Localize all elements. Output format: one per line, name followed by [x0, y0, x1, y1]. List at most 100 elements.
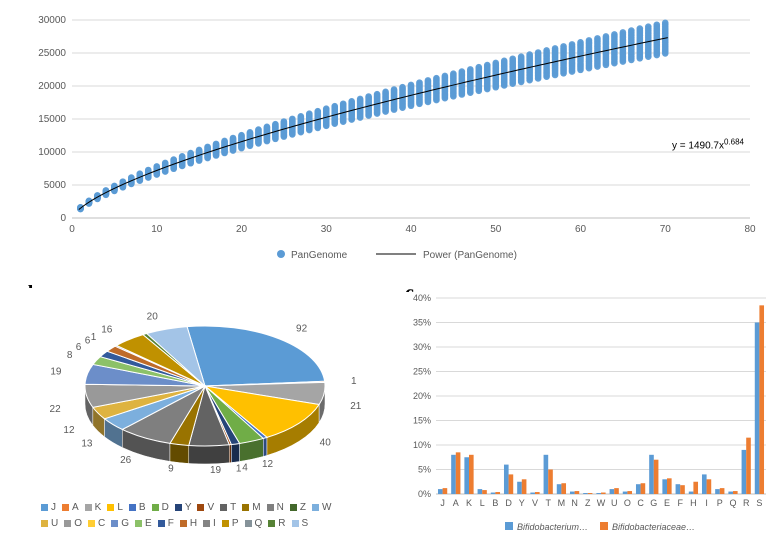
pie-legend-label: F: [168, 518, 174, 529]
svg-text:10: 10: [151, 224, 163, 235]
svg-text:13: 13: [81, 439, 93, 450]
svg-text:T: T: [545, 498, 551, 508]
svg-text:O: O: [624, 498, 631, 508]
pie-legend-label: Y: [185, 502, 192, 513]
svg-text:20000: 20000: [38, 81, 66, 92]
svg-text:5000: 5000: [44, 180, 67, 191]
svg-text:5%: 5%: [418, 465, 431, 475]
pie-legend-label: H: [190, 518, 197, 529]
svg-text:1: 1: [91, 332, 97, 343]
pie-legend-label: N: [277, 502, 284, 513]
svg-text:A: A: [453, 498, 459, 508]
svg-text:F: F: [677, 498, 683, 508]
pie-legend-label: M: [252, 502, 260, 513]
svg-text:D: D: [505, 498, 512, 508]
svg-text:40: 40: [320, 437, 332, 448]
svg-text:12: 12: [262, 459, 274, 470]
svg-text:16: 16: [101, 324, 113, 335]
svg-text:12: 12: [63, 425, 75, 436]
svg-text:0%: 0%: [418, 489, 431, 499]
svg-text:W: W: [597, 498, 606, 508]
svg-text:Bifidobacteriaceae…: Bifidobacteriaceae…: [612, 522, 695, 532]
svg-text:60: 60: [575, 224, 587, 235]
svg-text:15%: 15%: [413, 416, 431, 426]
svg-text:10000: 10000: [38, 147, 66, 158]
pie-legend-label: S: [302, 518, 309, 529]
pie-legend-label: R: [278, 518, 285, 529]
svg-text:1: 1: [351, 376, 357, 387]
svg-text:Power (PanGenome): Power (PanGenome): [423, 250, 517, 261]
svg-text:U: U: [611, 498, 618, 508]
svg-text:20: 20: [147, 312, 159, 323]
pie-legend-label: I: [213, 518, 216, 529]
svg-text:V: V: [532, 498, 538, 508]
svg-text:C: C: [637, 498, 644, 508]
svg-text:40%: 40%: [413, 293, 431, 303]
svg-text:70: 70: [660, 224, 672, 235]
svg-text:J: J: [440, 498, 445, 508]
svg-text:25000: 25000: [38, 48, 66, 59]
svg-text:20%: 20%: [413, 391, 431, 401]
svg-text:50: 50: [490, 224, 502, 235]
svg-text:30000: 30000: [38, 15, 66, 26]
svg-text:15000: 15000: [38, 114, 66, 125]
pie-legend-label: J: [51, 502, 56, 513]
pie-legend-label: U: [51, 518, 58, 529]
svg-text:K: K: [466, 498, 472, 508]
svg-text:H: H: [690, 498, 697, 508]
svg-text:Bifidobacterium…: Bifidobacterium…: [517, 522, 588, 532]
svg-text:E: E: [664, 498, 670, 508]
svg-text:80: 80: [744, 224, 756, 235]
svg-text:25%: 25%: [413, 367, 431, 377]
svg-text:I: I: [705, 498, 708, 508]
svg-text:y = 1490.7x0.684: y = 1490.7x0.684: [672, 137, 745, 152]
svg-text:P: P: [717, 498, 723, 508]
svg-text:Y: Y: [519, 498, 525, 508]
svg-text:M: M: [558, 498, 566, 508]
cog-pie-chart: 92121401241199261312221986611620: [15, 288, 375, 503]
svg-text:40: 40: [405, 224, 417, 235]
svg-text:26: 26: [120, 455, 132, 466]
pie-legend: JAKLBDYVTMNZWUOCGEFHIPQRS: [35, 500, 365, 532]
svg-text:9: 9: [168, 463, 174, 474]
svg-text:R: R: [743, 498, 750, 508]
pie-legend-label: Q: [255, 518, 263, 529]
pie-legend-label: L: [117, 502, 123, 513]
svg-text:G: G: [650, 498, 657, 508]
svg-text:21: 21: [350, 401, 362, 412]
svg-text:30%: 30%: [413, 342, 431, 352]
pie-legend-label: P: [232, 518, 239, 529]
cog-bar-chart: 0%5%10%15%20%25%30%35%40%JAKLBDYVTMNZWUO…: [398, 292, 772, 540]
svg-text:19: 19: [210, 465, 222, 476]
pangenome-scatter-chart: 0500010000150002000025000300000102030405…: [20, 10, 762, 266]
svg-text:92: 92: [296, 324, 308, 335]
svg-text:L: L: [480, 498, 485, 508]
svg-text:35%: 35%: [413, 318, 431, 328]
svg-text:1: 1: [236, 463, 242, 474]
svg-text:0: 0: [60, 213, 66, 224]
svg-text:20: 20: [236, 224, 248, 235]
svg-text:PanGenome: PanGenome: [291, 250, 348, 261]
svg-text:6: 6: [76, 342, 82, 353]
pie-legend-label: D: [162, 502, 169, 513]
svg-text:S: S: [756, 498, 762, 508]
pie-legend-label: K: [95, 502, 102, 513]
svg-text:N: N: [571, 498, 578, 508]
pie-legend-label: C: [98, 518, 105, 529]
svg-text:4: 4: [242, 463, 248, 474]
svg-text:Q: Q: [729, 498, 736, 508]
pie-legend-label: O: [74, 518, 82, 529]
svg-text:B: B: [492, 498, 498, 508]
pie-legend-label: W: [322, 502, 331, 513]
pie-legend-label: T: [230, 502, 236, 513]
svg-text:8: 8: [67, 350, 73, 361]
pie-legend-label: V: [207, 502, 214, 513]
svg-text:19: 19: [50, 367, 62, 378]
pie-legend-label: Z: [300, 502, 306, 513]
pie-legend-label: B: [139, 502, 146, 513]
pie-legend-label: A: [72, 502, 79, 513]
svg-text:0: 0: [69, 224, 75, 235]
pie-legend-label: G: [121, 518, 129, 529]
svg-text:10%: 10%: [413, 440, 431, 450]
svg-text:22: 22: [50, 404, 62, 415]
